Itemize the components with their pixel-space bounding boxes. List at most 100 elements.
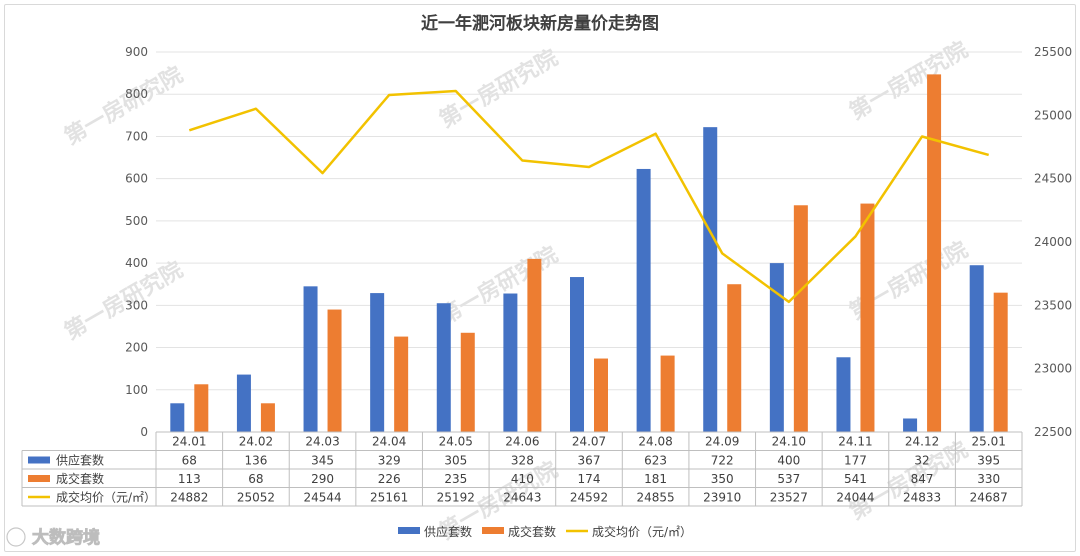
right-tick-label: 24500 [1034, 172, 1072, 186]
category-label: 24.11 [838, 435, 872, 449]
deal-bar [860, 203, 875, 432]
data-label: 623 [644, 454, 667, 468]
deal-bar [727, 284, 742, 432]
legend: 供应套数 成交套数 成交均价（元/㎡） [398, 524, 692, 539]
data-label: 24643 [503, 491, 541, 505]
watermark-text: 第一房研究院 [60, 257, 187, 346]
deal-bar [527, 258, 542, 432]
supply-bar [769, 263, 784, 432]
deal-bar [394, 336, 409, 432]
data-label: 410 [511, 472, 534, 486]
line-series [188, 89, 990, 304]
category-label: 24.06 [505, 435, 539, 449]
table-legend-key [28, 475, 50, 482]
left-axis-ticks: 0 100 200 300 400 500 600 700 800 900 [125, 45, 148, 439]
gridlines [156, 51, 1022, 433]
data-label: 226 [378, 472, 401, 486]
data-table: 24.01 24.02 24.03 24.04 24.05 24.06 24.07 24.08… [21, 431, 1023, 507]
data-label: 177 [844, 454, 867, 468]
data-label: 367 [578, 454, 601, 468]
data-label: 24833 [903, 491, 941, 505]
legend-label: 供应套数 [424, 524, 472, 539]
data-label: 328 [511, 454, 534, 468]
data-label: 181 [644, 472, 667, 486]
left-tick-label: 400 [125, 256, 148, 270]
data-label: 722 [711, 454, 734, 468]
data-label: 24687 [970, 491, 1008, 505]
legend-key [482, 527, 504, 534]
data-label: 113 [178, 472, 201, 486]
right-tick-label: 23500 [1034, 298, 1072, 312]
right-tick-label: 23000 [1034, 362, 1072, 376]
left-tick-label: 700 [125, 129, 148, 143]
watermark-text: 第一房研究院 [845, 37, 972, 126]
data-label: 400 [777, 454, 800, 468]
supply-bar [303, 286, 318, 432]
data-label: 330 [977, 472, 1000, 486]
deal-bar [993, 292, 1008, 432]
avg-price-line [188, 89, 990, 304]
category-label: 25.01 [972, 435, 1006, 449]
logo-icon [6, 527, 26, 547]
deal-bar [327, 309, 342, 432]
left-tick-label: 900 [125, 45, 148, 59]
data-label: 345 [311, 454, 334, 468]
data-label: 541 [844, 472, 867, 486]
series-name: 成交套数 [56, 471, 104, 486]
supply-bar [570, 277, 584, 432]
supply-bar [436, 303, 451, 432]
category-label: 24.10 [772, 435, 806, 449]
deal-bar [260, 403, 275, 432]
data-label: 25052 [237, 491, 275, 505]
chart-frame [4, 4, 1076, 552]
data-label: 23910 [703, 491, 741, 505]
data-label: 235 [444, 472, 467, 486]
right-tick-label: 25000 [1034, 108, 1072, 122]
data-label: 24855 [637, 491, 675, 505]
category-label: 24.01 [172, 435, 206, 449]
category-label: 24.08 [638, 435, 672, 449]
brand-logo: 大数跨境 [5, 527, 100, 548]
data-label: 25192 [437, 491, 475, 505]
data-label: 537 [777, 472, 800, 486]
supply-bar [503, 293, 518, 432]
legend-label: 成交均价（元/㎡） [592, 524, 692, 539]
data-label: 24044 [836, 491, 874, 505]
data-label: 847 [911, 472, 934, 486]
supply-bar [903, 418, 918, 432]
data-label: 395 [977, 454, 1000, 468]
category-label: 24.02 [239, 435, 273, 449]
table-legend-key [28, 456, 50, 464]
category-label: 24.07 [572, 435, 606, 449]
data-label: 68 [248, 472, 263, 486]
data-label: 24592 [570, 491, 608, 505]
right-tick-label: 22500 [1034, 425, 1072, 439]
data-label: 350 [711, 472, 734, 486]
data-label: 136 [244, 454, 267, 468]
category-label: 24.05 [439, 435, 473, 449]
series-name: 成交均价（元/㎡） [56, 490, 156, 505]
supply-bar [969, 265, 984, 432]
deal-bar [594, 358, 608, 432]
category-label: 24.12 [905, 435, 939, 449]
watermark-text: 第一房研究院 [435, 45, 562, 134]
data-label: 305 [444, 454, 467, 468]
supply-bar [836, 357, 851, 432]
left-tick-label: 800 [125, 87, 148, 101]
category-label: 24.09 [705, 435, 739, 449]
chart-title: 近一年淝河板块新房量价走势图 [421, 13, 659, 34]
supply-bar [703, 127, 718, 433]
data-label: 68 [182, 454, 197, 468]
supply-bar [236, 374, 251, 432]
right-tick-label: 25500 [1034, 45, 1072, 59]
deal-bar [660, 355, 675, 432]
data-label: 24882 [170, 491, 208, 505]
left-tick-label: 600 [125, 172, 148, 186]
deal-bar [793, 205, 808, 432]
category-label: 24.03 [305, 435, 339, 449]
data-label: 23527 [770, 491, 808, 505]
data-label: 25161 [370, 491, 408, 505]
data-label: 329 [378, 454, 401, 468]
left-tick-label: 200 [125, 341, 148, 355]
